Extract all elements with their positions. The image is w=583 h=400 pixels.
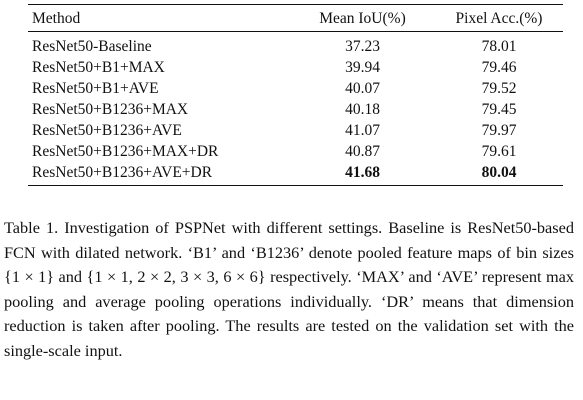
- header-method: Method: [32, 9, 81, 27]
- cell-method: ResNet50+B1236+AVE+DR: [32, 164, 213, 181]
- cell-pixel-acc: 79.61: [481, 143, 517, 160]
- table-header-row: Method Mean IoU(%) Pixel Acc.(%): [28, 4, 563, 32]
- table-row: ResNet50+B1236+MAX 40.18 79.45: [28, 99, 563, 120]
- cell-mean-iou: 39.94: [345, 59, 380, 76]
- cell-pixel-acc: 79.97: [481, 122, 517, 139]
- cell-method: ResNet50+B1236+MAX: [32, 101, 189, 118]
- cell-pixel-acc: 79.45: [481, 101, 517, 118]
- cell-mean-iou: 37.23: [345, 38, 380, 55]
- cell-method: ResNet50+B1236+AVE: [32, 122, 182, 139]
- cell-mean-iou-best: 41.68: [345, 164, 380, 181]
- cell-method: ResNet50-Baseline: [32, 38, 152, 55]
- cell-pixel-acc: 78.01: [481, 38, 517, 55]
- header-mean-iou: Mean IoU(%): [319, 9, 406, 27]
- cell-mean-iou: 41.07: [345, 122, 380, 139]
- cell-mean-iou: 40.87: [345, 143, 380, 160]
- table-row: ResNet50+B1+MAX 39.94 79.46: [28, 57, 563, 78]
- cell-mean-iou: 40.18: [345, 101, 380, 118]
- table-row: ResNet50+B1+AVE 40.07 79.52: [28, 78, 563, 99]
- cell-method: ResNet50+B1+MAX: [32, 59, 165, 76]
- table-row: ResNet50-Baseline 37.23 78.01: [28, 32, 563, 58]
- cell-pixel-acc: 79.52: [481, 80, 517, 97]
- table-row: ResNet50+B1236+AVE 41.07 79.97: [28, 120, 563, 141]
- table-row-best: ResNet50+B1236+AVE+DR 41.68 80.04: [28, 162, 563, 186]
- cell-method: ResNet50+B1236+MAX+DR: [32, 143, 219, 160]
- header-pixel-acc: Pixel Acc.(%): [455, 9, 543, 27]
- table-caption: Table 1. Investigation of PSPNet with di…: [4, 218, 574, 360]
- cell-mean-iou: 40.07: [345, 80, 380, 97]
- cell-pixel-acc-best: 80.04: [481, 164, 517, 181]
- cell-method: ResNet50+B1+AVE: [32, 80, 159, 97]
- table-row: ResNet50+B1236+MAX+DR 40.87 79.61: [28, 141, 563, 162]
- cell-pixel-acc: 79.46: [481, 59, 517, 76]
- results-table-figure: Method Mean IoU(%) Pixel Acc.(%) ResNet5…: [28, 4, 563, 186]
- results-table: Method Mean IoU(%) Pixel Acc.(%) ResNet5…: [28, 4, 563, 186]
